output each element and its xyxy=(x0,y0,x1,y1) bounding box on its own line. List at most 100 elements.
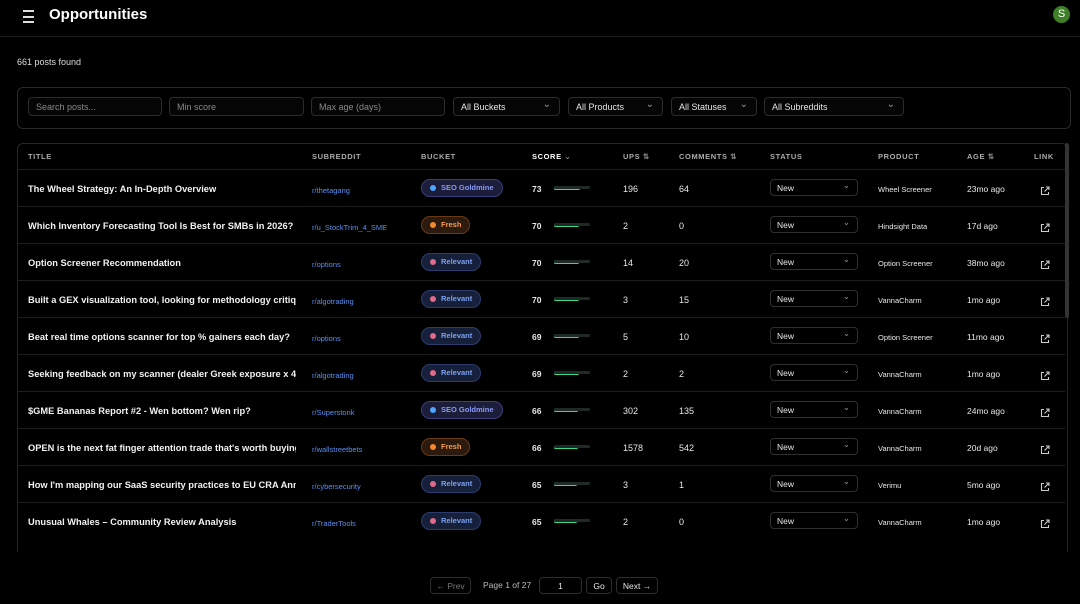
column-header[interactable]: COMMENTS ⇅ xyxy=(679,152,738,161)
product: Option Screener xyxy=(878,259,933,268)
age: 1mo ago xyxy=(967,295,1001,305)
next-button[interactable]: Next → xyxy=(616,577,658,594)
external-link[interactable] xyxy=(1040,331,1050,349)
subreddit-link[interactable]: r/wallstreetbets xyxy=(312,445,363,454)
post-title: Which Inventory Forecasting Tool Is Best… xyxy=(28,221,294,231)
column-header: SUBREDDIT xyxy=(312,152,362,161)
menu-button[interactable] xyxy=(23,10,34,23)
external-link[interactable] xyxy=(1040,220,1050,238)
ups: 1578 xyxy=(623,443,644,453)
table-row[interactable]: How I'm mapping our SaaS security practi… xyxy=(18,465,1065,503)
age: 24mo ago xyxy=(967,406,1005,416)
table-row[interactable]: Beat real time options scanner for top %… xyxy=(18,317,1065,355)
external-link[interactable] xyxy=(1040,516,1050,534)
age: 23mo ago xyxy=(967,184,1005,194)
bucket-badge: Fresh xyxy=(421,216,471,234)
post-title: The Wheel Strategy: An In-Depth Overview xyxy=(28,184,217,194)
post-title: Seeking feedback on my scanner (dealer G… xyxy=(28,369,296,379)
ups: 2 xyxy=(623,517,629,527)
table-row[interactable]: Unusual Whales – Community Review Analys… xyxy=(18,502,1065,540)
subreddit-link[interactable]: r/u_StockTrim_4_SME xyxy=(312,223,388,232)
column-header[interactable]: AGE ⇅ xyxy=(967,152,995,161)
subreddit-link[interactable]: r/algotrading xyxy=(312,297,354,306)
table-row[interactable]: OPEN is the next fat finger attention tr… xyxy=(18,428,1065,466)
max-age-input[interactable]: Max age (days) xyxy=(311,97,445,116)
product-select[interactable]: All Products xyxy=(568,95,663,116)
top-bar: Opportunities S xyxy=(0,0,1080,37)
score: 70 xyxy=(532,221,542,231)
external-link[interactable] xyxy=(1040,368,1050,386)
ups: 3 xyxy=(623,295,629,305)
subreddit-link[interactable]: r/options xyxy=(312,334,341,343)
table-row[interactable]: The Wheel Strategy: An In-Depth Overview… xyxy=(18,169,1065,207)
status-select[interactable]: All Statuses xyxy=(671,95,757,116)
filter-panel xyxy=(17,87,1071,129)
score-track xyxy=(554,371,590,374)
external-link[interactable] xyxy=(1040,442,1050,460)
go-button[interactable]: Go xyxy=(586,577,612,594)
bucket-badge: SEO Goldmine xyxy=(421,179,503,197)
subreddit-link[interactable]: r/algotrading xyxy=(312,371,354,380)
status-select[interactable]: New xyxy=(770,325,858,344)
table-row[interactable]: $GME Bananas Report #2 - Wen bottom? Wen… xyxy=(18,391,1065,429)
product: VannaCharm xyxy=(878,407,922,416)
status-select[interactable]: New xyxy=(770,436,858,455)
subreddit-link[interactable]: r/Superstonk xyxy=(312,408,355,417)
status-select[interactable]: New xyxy=(770,510,858,529)
ups: 14 xyxy=(623,258,634,268)
ups: 196 xyxy=(623,184,639,194)
score-track xyxy=(554,334,590,337)
subreddit-link[interactable]: r/thetagang xyxy=(312,186,350,195)
score: 65 xyxy=(532,480,542,490)
status-select[interactable]: New xyxy=(770,288,858,307)
column-header: STATUS xyxy=(770,152,803,161)
post-title: OPEN is the next fat finger attention tr… xyxy=(28,443,296,453)
bucket-select[interactable]: All Buckets xyxy=(453,95,560,116)
product: VannaCharm xyxy=(878,518,922,527)
product: Option Screener xyxy=(878,333,933,342)
age: 38mo ago xyxy=(967,258,1005,268)
score-track xyxy=(554,297,590,300)
external-link[interactable] xyxy=(1040,405,1050,423)
status-select[interactable]: New xyxy=(770,399,858,418)
subreddit-link[interactable]: r/TraderTools xyxy=(312,519,356,528)
external-link[interactable] xyxy=(1040,183,1050,201)
status-select[interactable]: New xyxy=(770,214,858,233)
table-row[interactable]: Seeking feedback on my scanner (dealer G… xyxy=(18,354,1065,392)
prev-button[interactable]: ← Prev xyxy=(430,577,471,594)
status-select[interactable]: New xyxy=(770,473,858,492)
status-select[interactable]: New xyxy=(770,177,858,196)
bucket-badge: Relevant xyxy=(421,327,482,345)
avatar[interactable]: S xyxy=(1053,6,1070,23)
status-select[interactable]: New xyxy=(770,362,858,381)
table-row[interactable]: Which Inventory Forecasting Tool Is Best… xyxy=(18,206,1065,244)
subreddit-link[interactable]: r/options xyxy=(312,260,341,269)
column-header[interactable]: UPS ⇅ xyxy=(623,152,650,161)
status-select[interactable]: New xyxy=(770,251,858,270)
comments: 542 xyxy=(679,443,695,453)
comments: 20 xyxy=(679,258,690,268)
page-indicator: Page 1 of 27 xyxy=(483,580,532,590)
table-row[interactable]: Option Screener Recommendation r/options R… xyxy=(18,243,1065,281)
age: 17d ago xyxy=(967,221,998,231)
bucket-badge: Relevant xyxy=(421,364,482,382)
external-link[interactable] xyxy=(1040,479,1050,497)
subreddit-select[interactable]: All Subreddits xyxy=(764,95,904,116)
ups: 2 xyxy=(623,369,629,379)
column-header[interactable]: SCORE ⌄ xyxy=(532,152,572,161)
search-input[interactable]: Search posts... xyxy=(28,97,162,116)
score: 66 xyxy=(532,443,542,453)
page-title: Opportunities xyxy=(49,6,148,23)
min-score-input[interactable]: Min score xyxy=(169,97,304,116)
table-row[interactable]: Built a GEX visualization tool, looking … xyxy=(18,280,1065,318)
product: VannaCharm xyxy=(878,296,922,305)
column-header: BUCKET xyxy=(421,152,456,161)
product: Wheel Screener xyxy=(878,185,932,194)
page-input[interactable]: 1 xyxy=(539,577,582,594)
external-link[interactable] xyxy=(1040,294,1050,312)
subreddit-link[interactable]: r/cybersecurity xyxy=(312,482,361,491)
bucket-badge: SEO Goldmine xyxy=(421,401,503,419)
external-link[interactable] xyxy=(1040,257,1050,275)
score: 69 xyxy=(532,332,542,342)
ups: 2 xyxy=(623,221,629,231)
